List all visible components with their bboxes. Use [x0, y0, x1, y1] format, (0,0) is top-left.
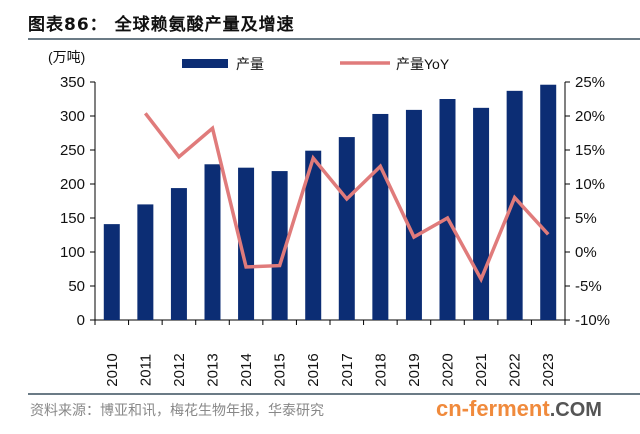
x-tick-label: 2016	[305, 353, 322, 386]
x-tick-label: 2020	[440, 353, 457, 386]
right-tick-label: 5%	[575, 210, 597, 227]
bar-2023	[540, 84, 557, 320]
bar-2016	[305, 150, 322, 320]
right-tick-label: 20%	[575, 108, 605, 125]
y-axis-label: (万吨)	[48, 49, 85, 65]
left-tick-label: 250	[60, 142, 85, 159]
bar-2010	[103, 224, 120, 320]
bar-2012	[170, 188, 187, 320]
source-note: 资料来源：博亚和讯，梅花生物年报，华泰研究	[30, 403, 324, 419]
legend-bar-swatch	[182, 59, 228, 68]
bar-2022	[506, 90, 523, 320]
left-tick-label: 300	[60, 108, 85, 125]
right-tick-label: -10%	[575, 312, 610, 329]
x-tick-label: 2023	[540, 353, 557, 386]
source-divider	[28, 393, 640, 395]
title-divider	[28, 38, 640, 40]
watermark-logo: cn-ferment.COM	[436, 396, 602, 421]
bar-2015	[271, 171, 288, 320]
x-tick-label: 2013	[205, 353, 222, 386]
x-tick-label: 2018	[372, 353, 389, 386]
left-tick-label: 200	[60, 176, 85, 193]
right-tick-label: 0%	[575, 244, 597, 261]
legend-bar-label: 产量	[236, 56, 264, 72]
x-tick-label: 2019	[406, 353, 423, 386]
left-tick-label: 100	[60, 244, 85, 261]
x-tick-label: 2010	[104, 353, 121, 386]
right-tick-label: -5%	[575, 278, 602, 295]
left-tick-label: 150	[60, 210, 85, 227]
bar-2020	[439, 99, 456, 320]
right-tick-label: 25%	[575, 74, 605, 91]
x-tick-label: 2014	[238, 353, 255, 386]
x-tick-label: 2022	[507, 353, 524, 386]
bar-2013	[204, 164, 221, 320]
x-tick-label: 2011	[137, 354, 154, 386]
bar-2014	[238, 167, 255, 320]
left-tick-label: 50	[68, 278, 85, 295]
left-tick-label: 0	[77, 312, 85, 329]
bar-2017	[338, 137, 355, 320]
x-tick-label: 2017	[339, 353, 356, 386]
bar-2019	[405, 109, 422, 320]
chart-title: 图表86： 全球赖氨酸产量及增速	[28, 15, 295, 35]
bar-2011	[137, 204, 154, 320]
right-tick-label: 15%	[575, 142, 605, 159]
left-tick-label: 350	[60, 74, 85, 91]
legend-line-label: 产量YoY	[396, 56, 450, 72]
x-tick-label: 2021	[473, 353, 490, 386]
bar-2018	[372, 113, 389, 321]
x-tick-label: 2012	[171, 353, 188, 386]
x-tick-label: 2015	[272, 353, 289, 386]
bar-2021	[473, 107, 490, 320]
right-tick-label: 10%	[575, 176, 605, 193]
